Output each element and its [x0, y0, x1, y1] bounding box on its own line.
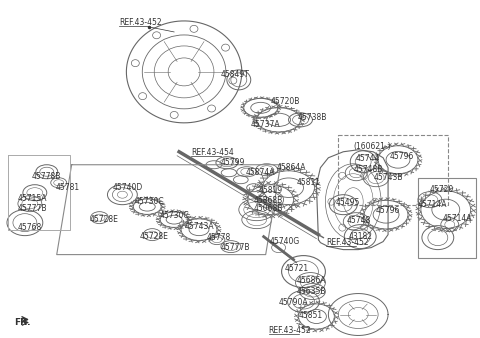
Text: 45796: 45796	[390, 152, 414, 161]
Text: 45743A: 45743A	[185, 222, 215, 231]
Text: 45740D: 45740D	[112, 183, 143, 192]
Text: REF.43-452: REF.43-452	[326, 238, 369, 247]
Text: 45748B: 45748B	[353, 165, 383, 174]
Text: 45720B: 45720B	[271, 97, 300, 106]
Text: 45738B: 45738B	[298, 113, 327, 122]
Text: 45778B: 45778B	[32, 172, 61, 181]
Text: 43182: 43182	[348, 232, 372, 241]
Text: 45635B: 45635B	[297, 287, 326, 295]
Text: FR.: FR.	[14, 317, 30, 327]
Text: 45737A: 45737A	[251, 120, 280, 129]
Text: REF.43-454: REF.43-454	[191, 148, 234, 157]
Text: 45851: 45851	[299, 311, 323, 319]
Text: 45790A: 45790A	[278, 297, 308, 307]
Text: 45864A: 45864A	[276, 163, 306, 172]
Text: 45778: 45778	[207, 233, 231, 242]
Text: 45495: 45495	[336, 198, 360, 207]
Text: 45868B: 45868B	[254, 196, 283, 205]
Text: 45777B: 45777B	[221, 243, 251, 251]
Text: 45686A: 45686A	[297, 275, 326, 285]
Text: 45796: 45796	[375, 206, 399, 215]
Text: 45714A: 45714A	[443, 214, 472, 223]
Text: 45748: 45748	[346, 216, 371, 225]
Text: REF.43-452: REF.43-452	[269, 327, 312, 336]
Text: 45720: 45720	[430, 185, 454, 194]
Text: 45874A: 45874A	[246, 168, 275, 177]
Text: 45768: 45768	[18, 223, 42, 232]
Bar	[418, 178, 476, 258]
Text: 45728E: 45728E	[90, 215, 119, 224]
Text: 45819: 45819	[259, 186, 283, 195]
Text: 45730C: 45730C	[159, 211, 189, 220]
Text: 45777B: 45777B	[18, 204, 48, 213]
Text: 45744: 45744	[355, 154, 380, 163]
Text: 45714A: 45714A	[418, 200, 447, 209]
Text: 45068B: 45068B	[254, 204, 283, 213]
Text: REF.43-452: REF.43-452	[120, 18, 162, 27]
Text: 45799: 45799	[221, 158, 245, 167]
Text: 45811: 45811	[297, 178, 321, 187]
Text: 45781: 45781	[56, 183, 80, 192]
Text: 45715A: 45715A	[18, 194, 48, 203]
Text: 45743B: 45743B	[373, 173, 403, 182]
Text: 45721: 45721	[285, 264, 309, 272]
Text: 45730C: 45730C	[134, 197, 164, 206]
Text: 45849T: 45849T	[221, 70, 250, 79]
Text: (160621-): (160621-)	[353, 142, 391, 151]
Text: 45728E: 45728E	[139, 232, 168, 241]
Bar	[338, 135, 448, 205]
Text: 45740G: 45740G	[270, 237, 300, 246]
